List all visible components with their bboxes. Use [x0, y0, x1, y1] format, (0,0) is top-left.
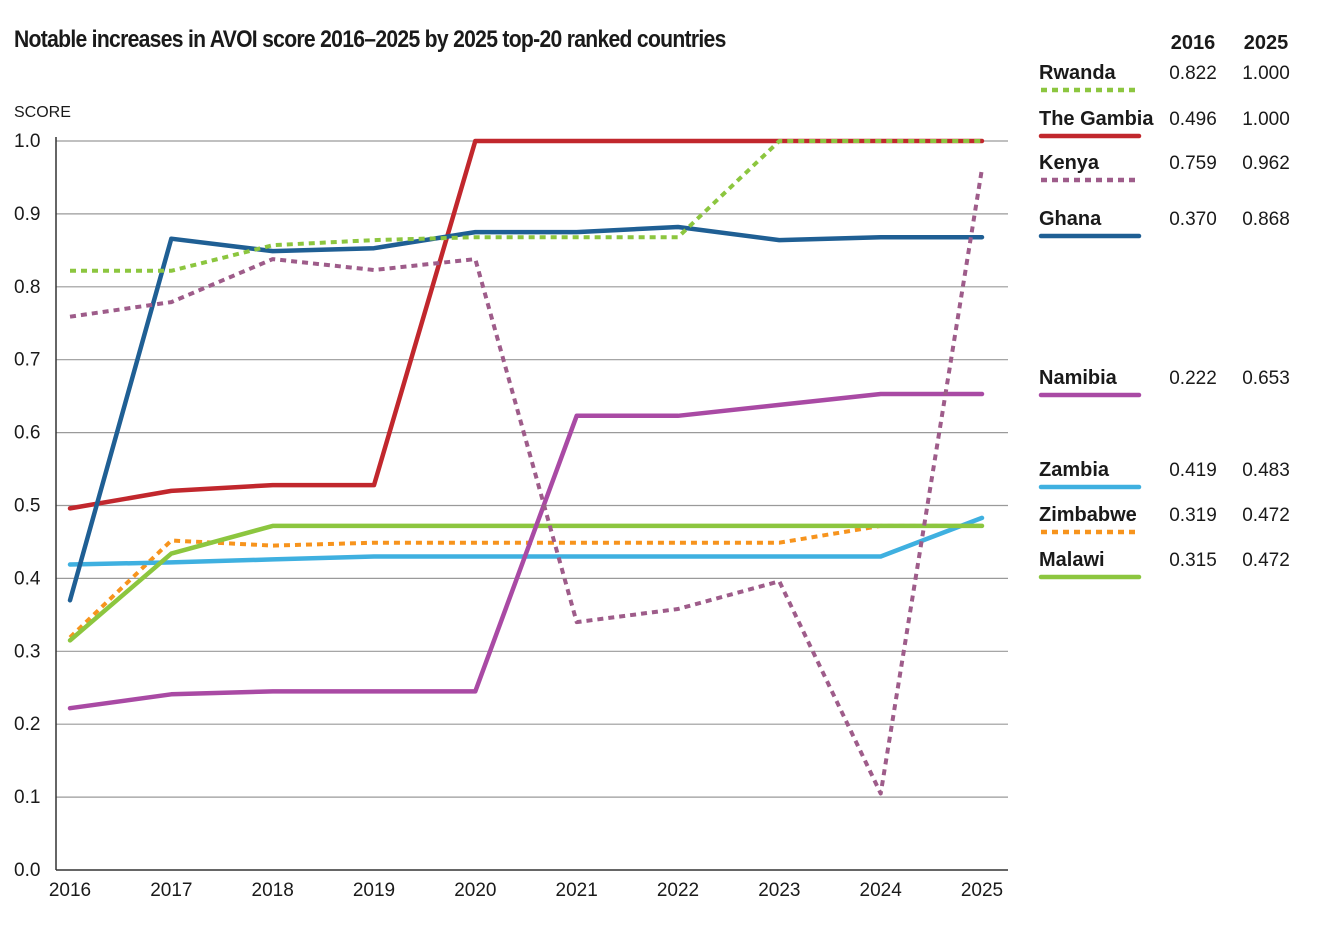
- legend-value-2025: 0.472: [1242, 505, 1290, 526]
- x-tick-label: 2024: [860, 880, 903, 901]
- legend-value-2016: 0.370: [1169, 209, 1217, 230]
- legend-value-2016: 0.419: [1169, 460, 1217, 481]
- y-tick-label: 0.9: [14, 204, 40, 225]
- series-line-zimbabwe: [68, 523, 982, 639]
- y-tick-label: 0.3: [14, 641, 40, 662]
- legend-label-ghana: Ghana: [1039, 208, 1102, 230]
- legend: 2016 2025 Rwanda 0.822 1.000 The Gambia 0.496 1…: [1038, 32, 1290, 580]
- legend-value-2025: 0.472: [1242, 550, 1290, 571]
- x-tick-label: 2018: [252, 880, 294, 901]
- y-tick-label: 0.4: [14, 568, 41, 589]
- x-tick-label: 2025: [961, 880, 1003, 901]
- y-tick-label: 0.6: [14, 423, 40, 444]
- y-tick-label: 1.0: [14, 131, 40, 152]
- series-line-kenya: [69, 168, 984, 796]
- series-line-ghana: [67, 224, 985, 603]
- x-axis-ticks: 2016 2017 2018 2019 2020 2021 2022 2023 2024 2025: [49, 880, 1003, 901]
- y-tick-label: 0.8: [14, 277, 40, 298]
- x-tick-label: 2017: [150, 880, 192, 901]
- legend-value-2016: 0.315: [1169, 550, 1217, 571]
- x-tick-label: 2020: [454, 880, 496, 901]
- legend-value-2016: 0.222: [1169, 368, 1217, 389]
- y-tick-label: 0.5: [14, 496, 40, 517]
- legend-value-2016: 0.759: [1169, 153, 1217, 174]
- y-tick-label: 0.7: [14, 350, 40, 371]
- x-tick-label: 2019: [353, 880, 395, 901]
- x-tick-label: 2021: [556, 880, 598, 901]
- legend-value-2025: 1.000: [1242, 109, 1290, 130]
- y-axis-ticks: 0.0 0.1 0.2 0.3 0.4 0.5 0.6 0.7 0.8 0.9 1.0: [14, 131, 41, 881]
- series-lines: [67, 138, 985, 796]
- legend-value-2016: 0.822: [1169, 63, 1217, 84]
- legend-header-2016: 2016: [1171, 32, 1216, 54]
- legend-header-2025: 2025: [1244, 32, 1289, 54]
- chart-title: Notable increases in AVOI score 2016–202…: [14, 26, 726, 53]
- series-line-namibia: [67, 391, 985, 711]
- series-line-rwanda: [70, 139, 982, 273]
- y-tick-label: 0.1: [14, 787, 40, 808]
- y-axis-label: SCORE: [14, 104, 71, 121]
- legend-label-namibia: Namibia: [1039, 367, 1118, 389]
- legend-value-2016: 0.496: [1169, 109, 1217, 130]
- series-line-malawi: [67, 523, 985, 643]
- series-line-the-gambia: [67, 138, 985, 511]
- legend-label-malawi: Malawi: [1039, 549, 1105, 571]
- legend-label-kenya: Kenya: [1039, 152, 1100, 174]
- legend-label-zimbabwe: Zimbabwe: [1039, 504, 1137, 526]
- legend-label-rwanda: Rwanda: [1039, 62, 1117, 84]
- legend-value-2016: 0.319: [1169, 505, 1217, 526]
- y-tick-label: 0.0: [14, 860, 40, 881]
- legend-label-the-gambia: The Gambia: [1039, 108, 1154, 130]
- legend-label-zambia: Zambia: [1039, 459, 1110, 481]
- legend-value-2025: 1.000: [1242, 63, 1290, 84]
- legend-value-2025: 0.483: [1242, 460, 1290, 481]
- y-tick-label: 0.2: [14, 714, 40, 735]
- legend-value-2025: 0.868: [1242, 209, 1290, 230]
- legend-value-2025: 0.653: [1242, 368, 1290, 389]
- x-tick-label: 2022: [657, 880, 699, 901]
- x-tick-label: 2023: [758, 880, 800, 901]
- legend-value-2025: 0.962: [1242, 153, 1290, 174]
- x-tick-label: 2016: [49, 880, 91, 901]
